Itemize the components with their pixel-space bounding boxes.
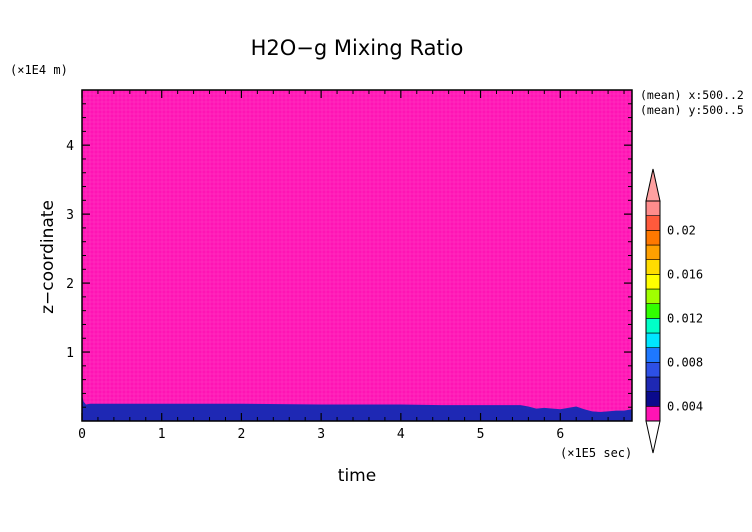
chart-title: H2O−g Mixing Ratio	[251, 36, 464, 60]
plot-background-fill	[82, 90, 632, 421]
colorbar-level-label: 0.016	[667, 267, 703, 281]
y-axis: 1 2 3 4	[66, 103, 632, 408]
colorbar: 0.004 0.008 0.012 0.016 0.02	[645, 168, 703, 454]
colorbar-segment	[645, 200, 661, 216]
colorbar-segment	[645, 230, 661, 246]
colorbar-segment	[645, 244, 661, 260]
y-tick-label: 2	[66, 277, 74, 292]
y-tick-label: 4	[66, 139, 74, 154]
x-axis-label: time	[338, 466, 376, 486]
colorbar-segment	[645, 362, 661, 378]
colorbar-over-triangle	[645, 168, 661, 202]
colorbar-segment	[645, 215, 661, 231]
colorbar-level-label: 0.008	[667, 355, 703, 369]
colorbar-level-label: 0.012	[667, 311, 703, 325]
colorbar-frame	[645, 200, 661, 422]
lower-moist-layer	[82, 394, 632, 421]
x-tick-label: 3	[317, 427, 325, 442]
y-tick-label: 3	[66, 208, 74, 223]
colorbar-segment	[645, 288, 661, 304]
colorbar-segment	[645, 259, 661, 275]
annotation-x-mean: (mean) x:500..2	[640, 88, 744, 102]
colorbar-segment	[645, 347, 661, 363]
y-tick-label: 1	[66, 346, 74, 361]
colorbar-level-label: 0.02	[667, 223, 696, 237]
colorbar-under-triangle	[645, 420, 661, 454]
colorbar-segment	[645, 318, 661, 334]
colorbar-segment	[645, 332, 661, 348]
colorbar-segment	[645, 303, 661, 319]
x-tick-label: 2	[238, 427, 246, 442]
x-unit-label: (×1E5 sec)	[560, 446, 632, 460]
x-tick-label: 6	[556, 427, 564, 442]
x-tick-label: 1	[158, 427, 166, 442]
colorbar-segment	[645, 376, 661, 392]
x-axis: 0 1 2 3 4 5 6	[78, 90, 625, 442]
annotation-y-mean: (mean) y:500..5	[640, 103, 744, 117]
colorbar-segment	[645, 406, 661, 422]
x-tick-label: 4	[397, 427, 405, 442]
y-axis-label: z−coordinate	[38, 200, 58, 314]
colorbar-level-label: 0.004	[667, 399, 703, 413]
plot-area	[81, 89, 633, 422]
x-tick-label: 5	[477, 427, 485, 442]
y-unit-label: (×1E4 m)	[10, 63, 68, 77]
colorbar-segment	[645, 274, 661, 290]
colorbar-segment	[645, 391, 661, 407]
x-tick-label: 0	[78, 427, 86, 442]
